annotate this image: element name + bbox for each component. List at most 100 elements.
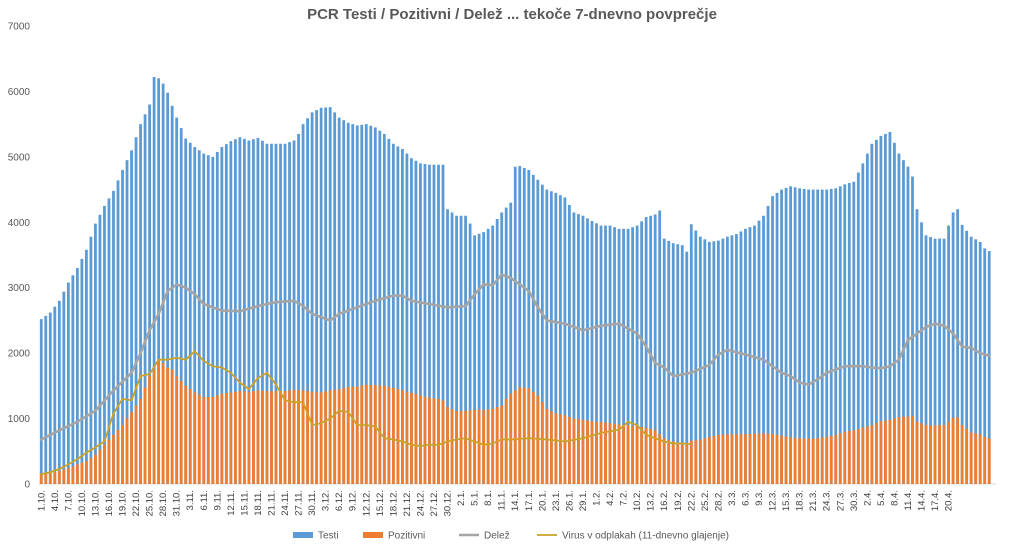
bar-testi: [730, 235, 734, 484]
bar-testi: [536, 179, 540, 484]
bar-testi: [811, 189, 815, 485]
bar-pozitivni: [965, 428, 969, 484]
bar-pozitivni: [184, 385, 188, 484]
bar-pozitivni: [893, 418, 896, 484]
bar-pozitivni: [288, 390, 291, 484]
bar-testi: [193, 147, 197, 485]
bar-testi: [342, 120, 346, 485]
bar-pozitivni: [924, 425, 928, 484]
bar-pozitivni: [707, 436, 711, 484]
x-tick-label: 17.4.: [930, 490, 941, 511]
bar-testi: [75, 268, 79, 484]
bar-testi: [184, 138, 188, 484]
bar-pozitivni: [865, 426, 869, 484]
chart-title: PCR Testi / Pozitivni / Delež ... tekoče…: [307, 6, 717, 23]
bar-testi: [247, 140, 251, 484]
bar-testi: [405, 153, 409, 485]
bar-testi: [893, 142, 896, 485]
bar-pozitivni: [53, 471, 57, 484]
bar-testi: [256, 137, 260, 484]
x-tick-label: 2.4.: [862, 490, 873, 506]
bar-testi: [170, 105, 174, 484]
bar-testi: [148, 104, 151, 484]
bar-pozitivni: [328, 390, 332, 484]
bar-testi: [658, 210, 662, 484]
bar-testi: [969, 236, 973, 484]
bar-testi: [112, 190, 115, 484]
bar-testi: [735, 234, 738, 484]
bar-pozitivni: [721, 434, 725, 484]
bar-testi: [577, 214, 580, 484]
bar-pozitivni: [870, 425, 874, 484]
bar-pozitivni: [242, 391, 246, 484]
bar-pozitivni: [211, 396, 215, 484]
bar-pozitivni: [739, 434, 743, 484]
bar-testi: [947, 225, 951, 485]
bar-pozitivni: [491, 408, 495, 484]
bar-testi: [301, 124, 305, 485]
x-tick-label: 4.2.: [605, 490, 616, 506]
bar-pozitivni: [969, 432, 973, 484]
bar-pozitivni: [297, 390, 300, 484]
bar-pozitivni: [134, 405, 138, 484]
bar-pozitivni: [351, 386, 355, 484]
bar-testi: [116, 180, 120, 484]
bar-pozitivni: [161, 362, 165, 484]
bar-pozitivni: [103, 444, 106, 484]
bar-testi: [84, 249, 88, 484]
bar-testi: [437, 164, 440, 485]
bar-testi: [39, 319, 43, 484]
bar-testi: [789, 186, 793, 485]
bar-pozitivni: [915, 421, 919, 484]
x-tick-label: 11.1.: [497, 490, 508, 510]
bar-testi: [933, 238, 937, 484]
bar-pozitivni: [143, 387, 147, 484]
legend: Testi Pozitivni Delež Virus v odplakah (11-…: [293, 531, 729, 542]
bar-testi: [89, 236, 93, 484]
bar-testi: [604, 225, 607, 485]
bar-testi: [297, 133, 300, 484]
bar-pozitivni: [315, 392, 319, 484]
bar-testi: [581, 215, 585, 484]
bar-testi: [545, 189, 549, 485]
bar-pozitivni: [500, 405, 504, 484]
x-tick-label: 9.3.: [754, 490, 765, 506]
x-tick-label: 28.2.: [713, 490, 724, 511]
x-tick-label: 5.4.: [876, 490, 887, 506]
bar-testi: [568, 204, 571, 484]
bar-testi: [94, 223, 97, 484]
bar-pozitivni: [549, 411, 553, 484]
series-lines: [39, 273, 991, 476]
x-tick-label: 3.3.: [727, 490, 738, 506]
bar-testi: [450, 212, 454, 484]
x-tick-label: 6.11.: [199, 490, 210, 510]
x-tick-label: 21.11.: [266, 490, 277, 516]
bar-pozitivni: [400, 390, 404, 484]
bar-pozitivni: [473, 410, 477, 484]
bar-testi: [897, 153, 901, 485]
bar-testi: [270, 143, 273, 484]
bar-testi: [103, 205, 106, 484]
bar-pozitivni: [202, 396, 206, 484]
x-tick-label: 16.2.: [659, 490, 670, 511]
bar-pozitivni: [229, 392, 233, 484]
bar-pozitivni: [983, 436, 987, 484]
bar-pozitivni: [942, 425, 946, 484]
bar-pozitivni: [130, 412, 133, 484]
x-tick-label: 22.10.: [131, 490, 142, 516]
x-tick-label: 11.4.: [903, 490, 914, 510]
bar-pozitivni: [446, 406, 449, 484]
bar-pozitivni: [626, 425, 630, 484]
bar-testi: [179, 128, 183, 484]
y-tick-label: 7000: [8, 22, 31, 33]
bar-testi: [920, 222, 923, 485]
bar-pozitivni: [951, 417, 955, 484]
bar-testi: [662, 238, 666, 484]
x-tick-label: 12.11.: [226, 490, 237, 516]
bar-testi: [838, 186, 842, 485]
bar-testi: [631, 227, 635, 484]
bar-pozitivni: [125, 418, 129, 484]
bar-testi: [346, 122, 350, 484]
